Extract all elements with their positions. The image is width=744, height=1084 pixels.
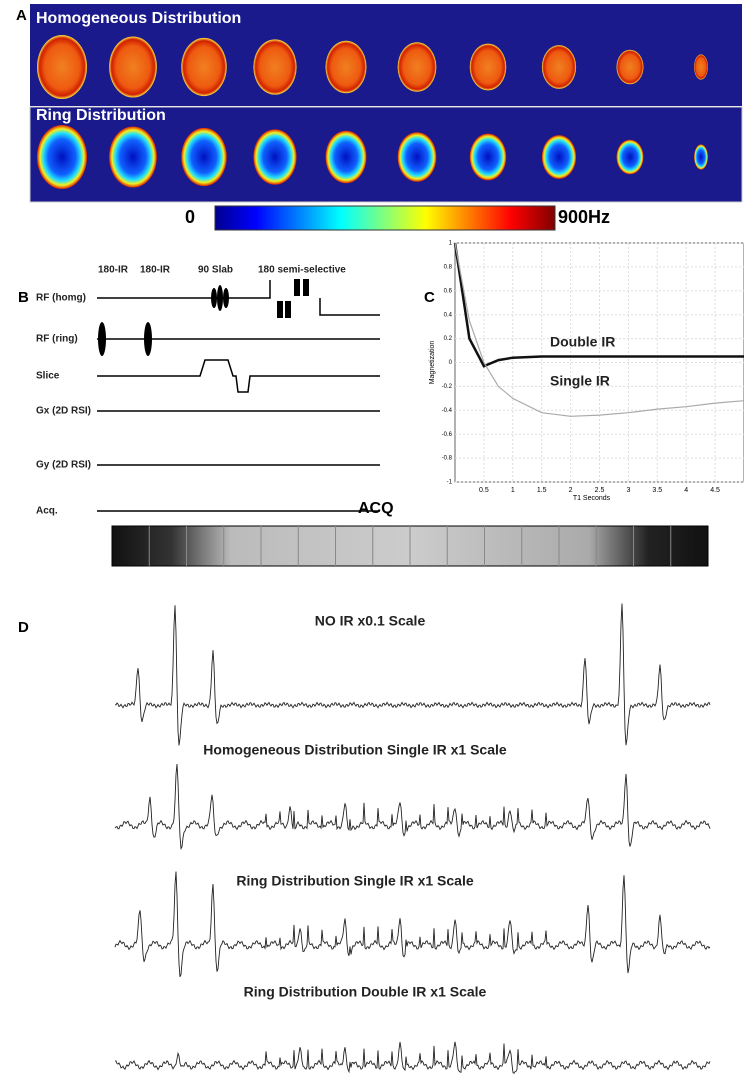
- x-tick-label: 1: [511, 487, 515, 494]
- acq-label: ACQ: [358, 500, 394, 517]
- row-label: Slice: [36, 371, 60, 382]
- x-tick-label: 4.5: [710, 487, 720, 494]
- x-tick-label: 3.5: [652, 487, 662, 494]
- row-title: Homogeneous Distribution: [36, 10, 241, 27]
- pulse-label: 180-IR: [140, 265, 171, 276]
- y-tick-label: 0: [449, 360, 453, 366]
- y-tick-label: 0.2: [444, 336, 453, 342]
- row-label: RF (ring): [36, 334, 78, 345]
- panel-label: A: [16, 7, 27, 24]
- brain-slice: [325, 40, 367, 94]
- row-label: Gy (2D RSI): [36, 460, 91, 471]
- pulses: [98, 279, 309, 356]
- series-label: Single IR: [550, 373, 610, 389]
- y-tick-label: 0.6: [444, 288, 453, 294]
- row-label: Acq.: [36, 506, 58, 517]
- panel-label: D: [18, 619, 29, 636]
- line-series: [453, 242, 744, 368]
- y-axis-label: Magnetization: [429, 341, 436, 385]
- line-series: [454, 242, 744, 417]
- brain-slice: [253, 129, 297, 185]
- brain-slice: [181, 37, 227, 97]
- x-tick-label: 2: [569, 487, 573, 494]
- spectrum-trace: [114, 1041, 711, 1074]
- trace-title: Ring Distribution Double IR x1 Scale: [244, 984, 487, 1000]
- y-tick-label: -0.2: [442, 384, 453, 390]
- y-tick-label: 0.8: [444, 264, 453, 270]
- row-title: Ring Distribution: [36, 107, 166, 124]
- x-tick-label: 3: [626, 487, 630, 494]
- brain-slice: [541, 45, 577, 89]
- brain-slice: [37, 35, 87, 99]
- trace-title: NO IR x0.1 Scale: [315, 613, 426, 629]
- brain-slice: [397, 132, 437, 182]
- spectrum-trace: [114, 603, 711, 746]
- spectrum-trace: [114, 764, 711, 851]
- x-tick-label: 4: [684, 487, 688, 494]
- y-tick-label: -0.6: [442, 432, 453, 438]
- pulse-label: 180-IR: [98, 265, 129, 276]
- x-tick-label: 2.5: [595, 487, 605, 494]
- line-chart: -1 -0.8 -0.6 -0.4 -0.2 0 0.2 0.4 0.6 0.8 1 0.5 1 1.5 2…: [429, 241, 744, 502]
- brain-slice: [397, 42, 437, 92]
- x-axis-label: T1 Seconds: [573, 495, 611, 502]
- brain-slice: [325, 130, 367, 184]
- spectrum-trace: [114, 871, 711, 977]
- brain-slice: [469, 133, 507, 181]
- brain-slice: [541, 135, 577, 179]
- spectra: [114, 603, 711, 1074]
- x-tick-label: 0.5: [479, 487, 489, 494]
- strip-grid: [148, 526, 672, 566]
- brain-slice: [109, 126, 157, 188]
- brain-slice: [616, 49, 644, 85]
- brain-slice: [109, 36, 157, 98]
- brain-slice: [253, 39, 297, 95]
- y-tick-label: -0.8: [442, 456, 453, 462]
- brain-slice: [694, 144, 708, 170]
- series-label: Double IR: [550, 334, 615, 350]
- x-tick-label: 1.5: [537, 487, 547, 494]
- y-tick-label: -0.4: [442, 408, 453, 414]
- colorbar-min: 0: [185, 207, 195, 227]
- panel-label: C: [424, 289, 435, 306]
- brain-slice: [37, 125, 87, 189]
- panel-label: B: [18, 289, 29, 306]
- row-label: RF (homg): [36, 293, 86, 304]
- brain-slice: [616, 139, 644, 175]
- brain-images: [37, 35, 708, 189]
- row-label: Gx (2D RSI): [36, 406, 91, 417]
- colorbar-max: 900Hz: [558, 207, 610, 227]
- pulse-label: 90 Slab: [198, 265, 233, 276]
- brain-slice: [694, 54, 708, 80]
- y-tick-label: 1: [449, 241, 453, 247]
- brain-slice: [181, 127, 227, 187]
- pulse-label: 180 semi-selective: [258, 265, 346, 276]
- y-tick-label: -1: [447, 480, 453, 486]
- sequence-lines: [97, 280, 380, 512]
- trace-title: Homogeneous Distribution Single IR x1 Sc…: [203, 742, 507, 758]
- y-tick-label: 0.4: [444, 312, 453, 318]
- brain-slice: [469, 43, 507, 91]
- colorbar: [214, 205, 556, 231]
- trace-title: Ring Distribution Single IR x1 Scale: [236, 873, 473, 889]
